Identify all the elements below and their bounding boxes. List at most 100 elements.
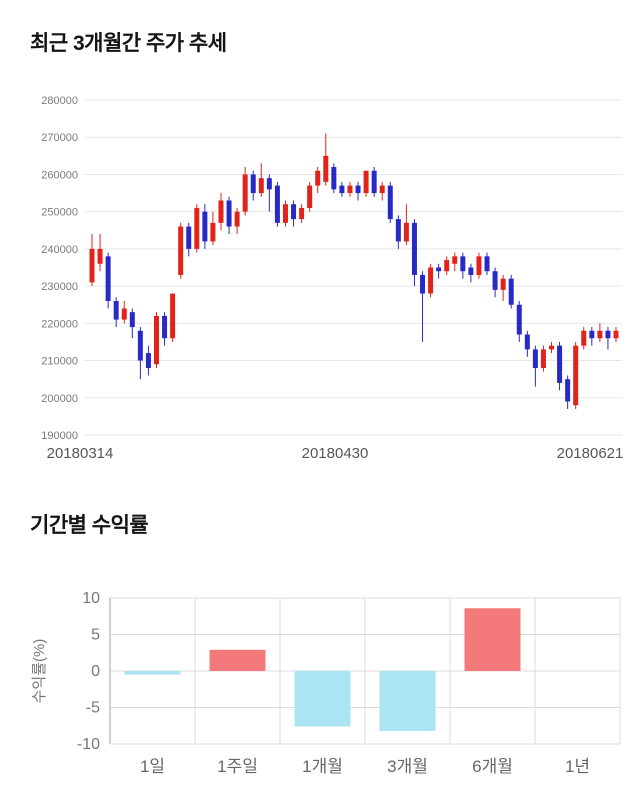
candle-body (89, 248, 95, 283)
candle-body (170, 293, 176, 339)
price-y-tick: 190000 (41, 430, 78, 442)
candle-body (186, 226, 192, 249)
price-y-tick: 250000 (41, 207, 78, 219)
candle-body (234, 211, 240, 227)
returns-x-label: 3개월 (387, 757, 428, 776)
price-y-tick: 260000 (41, 169, 78, 181)
returns-x-labels: 1일 1주일 1개월 3개월 6개월 1년 (140, 757, 590, 776)
candle-body (589, 330, 595, 339)
candle-body (291, 204, 297, 220)
candle-body (387, 185, 393, 220)
price-y-tick: 270000 (41, 132, 78, 144)
price-chart-svg: 280000 270000 260000 250000 240000 230000 2200… (41, 95, 624, 462)
return-bar (209, 649, 266, 671)
candle-body (323, 155, 329, 182)
candle-body (299, 207, 305, 220)
candle-body (516, 304, 522, 335)
returns-x-label: 6개월 (472, 757, 513, 776)
candle-body (129, 312, 135, 328)
candle-body (549, 345, 555, 350)
candle-body (250, 174, 256, 194)
returns-bars (124, 608, 521, 731)
candle-body (613, 330, 619, 339)
candle-body (226, 200, 232, 227)
candle-body (500, 278, 506, 290)
candle-body (105, 256, 111, 301)
return-bar (464, 608, 521, 671)
candle-body (307, 185, 313, 208)
price-y-tick: 200000 (41, 393, 78, 405)
returns-grid: 10 5 0 -5 -10 (77, 590, 621, 753)
candle-body (484, 256, 490, 272)
candle-body (113, 301, 119, 320)
returns-y-tick: 10 (82, 590, 100, 607)
candle-body (597, 330, 603, 339)
candle-body (258, 178, 264, 194)
candle-body (460, 256, 466, 272)
candle-body (315, 170, 321, 186)
returns-x-label: 1주일 (217, 757, 258, 776)
candle-body (428, 267, 434, 294)
candle-body (540, 349, 546, 368)
price-y-tick: 230000 (41, 281, 78, 293)
price-x-label: 20180430 (302, 445, 369, 462)
returns-x-label: 1년 (565, 757, 590, 776)
candle-body (121, 308, 127, 320)
candle-body (363, 170, 369, 194)
returns-y-tick: 5 (91, 627, 100, 644)
candle-body (266, 178, 272, 190)
return-bar (379, 671, 436, 731)
price-y-tick: 220000 (41, 318, 78, 330)
candle-body (202, 211, 208, 242)
candle-body (411, 222, 417, 275)
candle-body (444, 260, 450, 272)
candle-body (468, 267, 474, 275)
candles (89, 133, 619, 409)
price-x-label: 20180621 (557, 445, 624, 462)
returns-x-label: 1일 (140, 757, 165, 776)
candle-body (508, 278, 514, 305)
returns-chart-svg: 10 5 0 -5 -10 수익률(%) 1일 1주일 1개월 3개월 6개월 1년 (31, 590, 621, 776)
candle-body (452, 256, 458, 264)
candle-body (395, 219, 401, 242)
candle-body (331, 167, 337, 190)
price-x-label: 20180314 (47, 445, 114, 462)
returns-y-axis-title: 수익률(%) (31, 639, 48, 704)
return-bar (294, 671, 351, 727)
candle-body (162, 315, 168, 339)
candle-body (242, 174, 248, 212)
candle-body (347, 185, 353, 194)
candle-body (178, 226, 184, 275)
returns-y-tick: -10 (77, 736, 100, 753)
return-bar (124, 671, 181, 675)
candle-body (371, 170, 377, 194)
price-y-tick: 240000 (41, 244, 78, 256)
returns-title: 기간별 수익률 (30, 514, 149, 537)
candle-body (194, 207, 200, 249)
candle-body (557, 345, 563, 383)
returns-y-tick: -5 (86, 700, 100, 717)
candle-body (573, 345, 579, 406)
candle-body (605, 330, 611, 339)
candle-body (218, 200, 224, 223)
candle-body (403, 222, 409, 242)
candle-body (153, 315, 159, 365)
candle-body (145, 353, 151, 368)
candle-body (532, 349, 538, 368)
candle-body (379, 185, 385, 194)
candle-body (524, 334, 530, 350)
candle-body (420, 274, 426, 294)
price-trend-title: 최근 3개월간 주가 추세 (30, 32, 227, 55)
candle-body (274, 185, 280, 223)
candle-body (282, 204, 288, 223)
price-y-tick: 280000 (41, 95, 78, 107)
candle-body (137, 330, 143, 361)
candle-body (355, 185, 361, 194)
returns-x-label: 1개월 (302, 757, 343, 776)
returns-y-tick: 0 (91, 663, 100, 680)
candle-body (339, 185, 345, 194)
candle-body (476, 256, 482, 275)
candle-body (581, 330, 587, 346)
candle-body (565, 379, 571, 402)
